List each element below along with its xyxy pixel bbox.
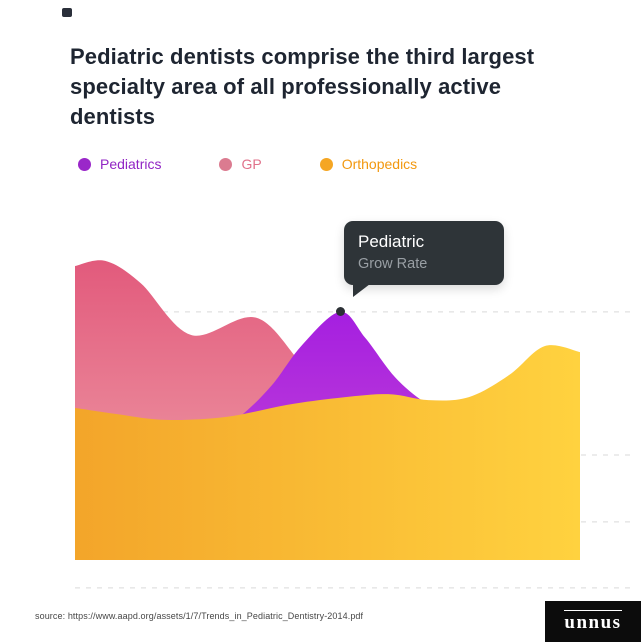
page-corner-mark <box>62 8 72 17</box>
tooltip-anchor-dot <box>336 307 345 316</box>
legend-item-pediatrics: Pediatrics <box>78 156 161 172</box>
legend-item-gp: GP <box>219 156 262 172</box>
orthopedics-dot-icon <box>319 157 333 171</box>
area-orthopedics <box>75 345 580 560</box>
page-title: Pediatric dentists comprise the third la… <box>70 43 535 129</box>
brand-logo: unnus <box>545 601 641 642</box>
legend-label-orthopedics: Orthopedics <box>341 156 418 172</box>
gp-dot-icon <box>219 157 233 171</box>
pediatrics-dot-icon <box>78 157 91 171</box>
legend-item-orthopedics: Orthopedics <box>319 156 418 172</box>
growth-chart-svg <box>75 260 635 589</box>
source-citation: source: https://www.aapd.org/assets/1/7/… <box>35 611 364 621</box>
tooltip-title: Pediatric <box>358 232 425 251</box>
chart-legend: Pediatrics GP Orthopedics <box>78 156 417 172</box>
legend-label-gp: GP <box>241 156 262 172</box>
brand-logo-text: unnus <box>564 609 622 633</box>
tooltip-subtitle: Grow Rate <box>358 256 428 272</box>
legend-label-pediatrics: Pediatrics <box>100 156 162 172</box>
chart-tooltip: Pediatric Grow Rate <box>344 221 504 297</box>
